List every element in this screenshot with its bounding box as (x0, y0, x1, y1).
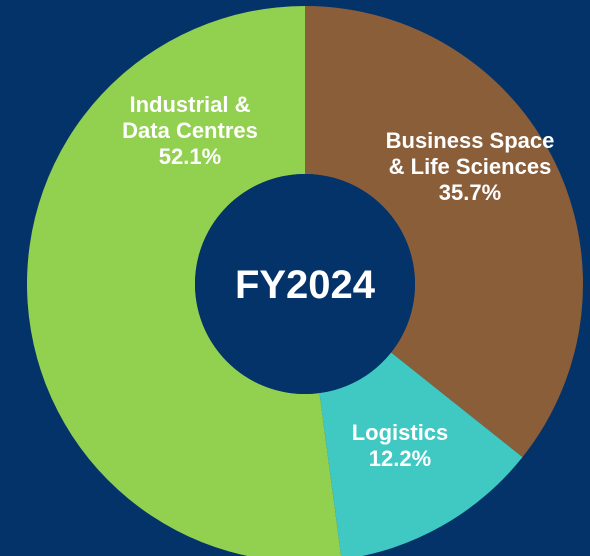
donut-hole (195, 174, 415, 394)
segment-label: Logistics 12.2% (315, 420, 485, 472)
category-label: Logistics (351, 420, 449, 445)
donut-segment (305, 6, 583, 458)
category-label: Business Space & Life Sciences (385, 128, 555, 179)
value-label: 52.1% (158, 144, 222, 169)
segment-label: Industrial & Data Centres 52.1% (105, 92, 275, 170)
value-label: 12.2% (368, 446, 432, 471)
category-label: Industrial & Data Centres (122, 92, 258, 143)
donut-segment (319, 352, 523, 556)
center-label: FY2024 (234, 263, 376, 307)
segment-label: Business Space & Life Sciences 35.7% (385, 128, 555, 206)
donut-segment (27, 6, 342, 556)
value-label: 35.7% (438, 180, 502, 205)
